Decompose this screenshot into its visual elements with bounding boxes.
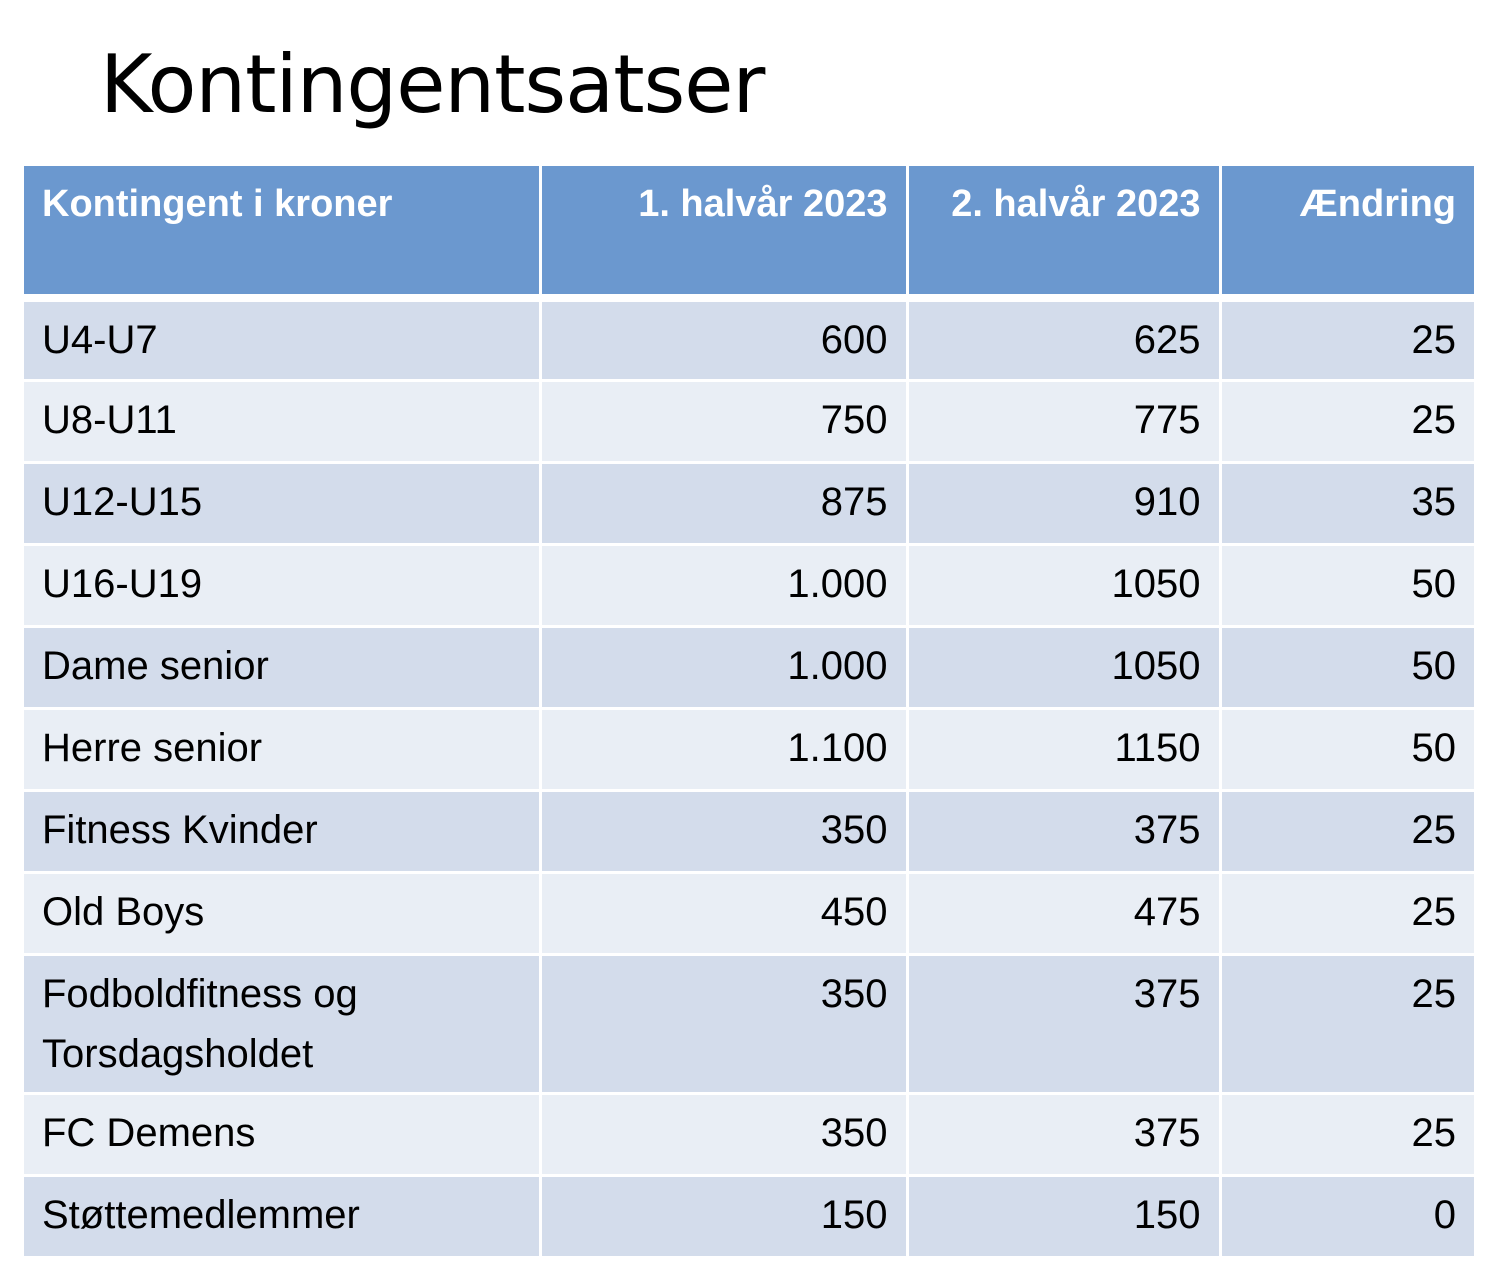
change-cell: 0 [1218,1173,1474,1259]
first-half-cell: 350 [538,1091,909,1177]
first-half-cell: 150 [538,1173,909,1259]
second-half-cell: 625 [905,296,1222,382]
second-half-cell: 910 [905,460,1222,546]
category-cell: U16-U19 [24,542,542,628]
change-cell: 50 [1218,706,1474,792]
category-cell: Herre senior [24,706,542,792]
page-title: Kontingentsatser [100,38,765,131]
table-row: U8-U11 750 775 25 [24,378,1474,464]
second-half-cell: 775 [905,378,1222,464]
change-cell: 25 [1218,870,1474,956]
first-half-cell: 1.100 [538,706,909,792]
second-half-cell: 375 [905,952,1222,1095]
category-cell: Fodboldfitness og Torsdagsholdet [24,952,542,1095]
table-row: Herre senior 1.100 1150 50 [24,706,1474,792]
change-cell: 50 [1218,624,1474,710]
first-half-cell: 1.000 [538,542,909,628]
header-first-half: 1. halvår 2023 [538,166,909,302]
category-cell: Fitness Kvinder [24,788,542,874]
category-cell: Old Boys [24,870,542,956]
category-cell: FC Demens [24,1091,542,1177]
change-cell: 35 [1218,460,1474,546]
second-half-cell: 150 [905,1173,1222,1259]
first-half-cell: 350 [538,952,909,1095]
change-cell: 50 [1218,542,1474,628]
category-cell: Støttemedlemmer [24,1173,542,1259]
second-half-cell: 375 [905,1091,1222,1177]
second-half-cell: 475 [905,870,1222,956]
second-half-cell: 1050 [905,624,1222,710]
table-row: Fitness Kvinder 350 375 25 [24,788,1474,874]
header-second-half: 2. halvår 2023 [905,166,1222,302]
change-cell: 25 [1218,296,1474,382]
table-row: U16-U19 1.000 1050 50 [24,542,1474,628]
category-cell: Dame senior [24,624,542,710]
table-row: Dame senior 1.000 1050 50 [24,624,1474,710]
first-half-cell: 450 [538,870,909,956]
second-half-cell: 1150 [905,706,1222,792]
membership-fee-table: Kontingent i kroner 1. halvår 2023 2. ha… [24,166,1474,1259]
second-half-cell: 1050 [905,542,1222,628]
first-half-cell: 1.000 [538,624,909,710]
first-half-cell: 350 [538,788,909,874]
change-cell: 25 [1218,378,1474,464]
category-cell: U12-U15 [24,460,542,546]
second-half-cell: 375 [905,788,1222,874]
table-row: FC Demens 350 375 25 [24,1091,1474,1177]
first-half-cell: 750 [538,378,909,464]
category-cell: U4-U7 [24,296,542,382]
table-header-row: Kontingent i kroner 1. halvår 2023 2. ha… [24,166,1474,302]
table-row: U12-U15 875 910 35 [24,460,1474,546]
first-half-cell: 600 [538,296,909,382]
first-half-cell: 875 [538,460,909,546]
header-category: Kontingent i kroner [24,166,542,302]
change-cell: 25 [1218,788,1474,874]
change-cell: 25 [1218,1091,1474,1177]
table-row: Fodboldfitness og Torsdagsholdet 350 375… [24,952,1474,1095]
change-cell: 25 [1218,952,1474,1095]
table-row: Old Boys 450 475 25 [24,870,1474,956]
table-row: Støttemedlemmer 150 150 0 [24,1173,1474,1259]
table-row: U4-U7 600 625 25 [24,296,1474,382]
category-cell: U8-U11 [24,378,542,464]
header-change: Ændring [1218,166,1474,302]
